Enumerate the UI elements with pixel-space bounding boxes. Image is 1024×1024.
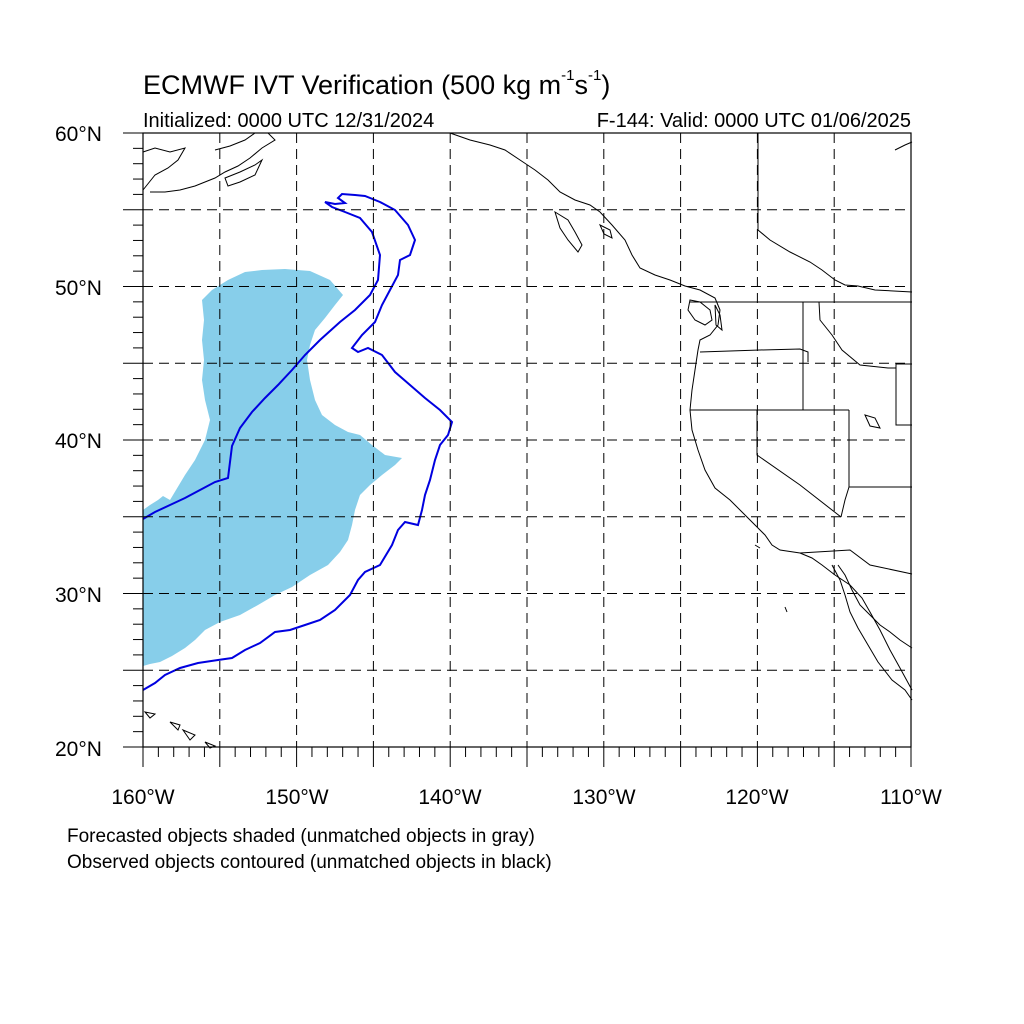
lat-label-30: 30°N [55,584,102,607]
graticule [143,133,911,747]
valid-time: F-144: Valid: 0000 UTC 01/06/2025 [596,110,911,132]
title-end: ) [601,70,611,100]
lon-label-140w: 140°W [418,786,482,809]
lon-label-160w: 160°W [111,786,175,809]
lon-label-150w: 150°W [265,786,329,809]
title-exp-2: -1 [587,67,602,84]
coastlines [142,132,913,749]
state-borders [690,133,913,575]
lon-label-110w: 110°W [880,786,942,809]
lat-label-50: 50°N [55,277,102,300]
lat-label-40: 40°N [55,430,102,453]
legend-observed: Observed objects contoured (unmatched ob… [67,852,552,873]
legend-forecast: Forecasted objects shaded (unmatched obj… [67,826,535,847]
lon-label-120w: 120°W [725,786,789,809]
observed-object-contour [142,192,454,691]
title-mid: s [574,70,588,100]
map-title: ECMWF IVT Verification (500 kg m-1s-1) [143,67,611,101]
title-main: ECMWF IVT Verification (500 kg m [143,70,562,100]
initialized-time: Initialized: 0000 UTC 12/31/2024 [143,110,435,132]
axis-ticks [123,132,912,767]
lat-label-60: 60°N [55,123,102,146]
lon-label-130w: 130°W [572,786,636,809]
forecast-object-shaded [143,269,402,666]
title-exp-1: -1 [561,67,575,84]
lat-label-20: 20°N [55,738,102,761]
